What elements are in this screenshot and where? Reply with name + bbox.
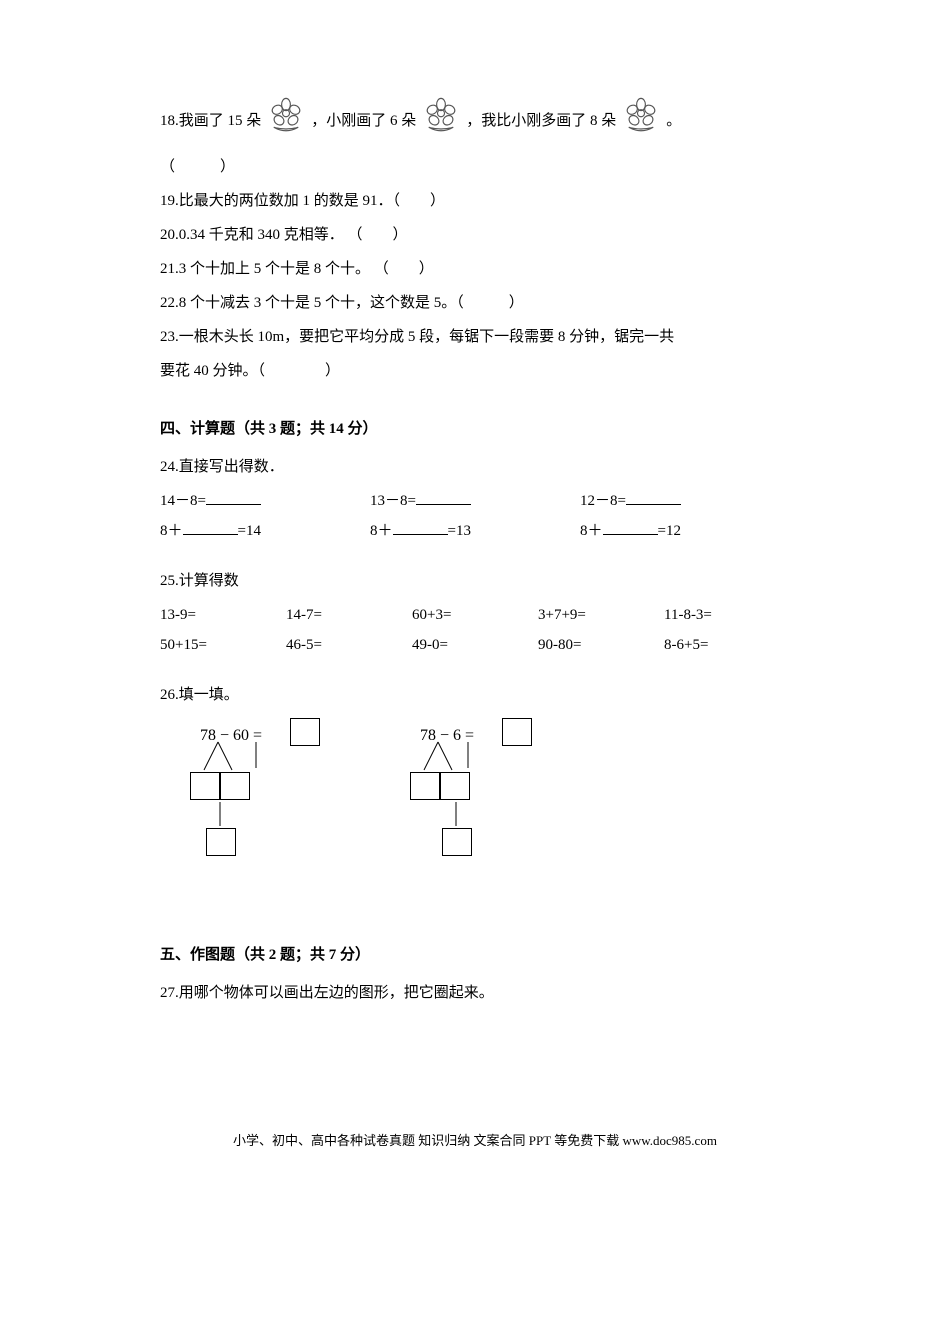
blank	[393, 519, 448, 535]
q24-row1: 14－8= 13－8= 12－8=	[160, 486, 790, 516]
blank	[603, 519, 658, 535]
q24-r2c3: 8＋ =12	[580, 516, 790, 546]
q25-row2: 50+15= 46-5= 49-0= 90-80= 8-6+5=	[160, 630, 790, 660]
q25-r2c3: 49-0=	[412, 630, 538, 660]
expr: 8＋	[160, 523, 183, 539]
q25-title: 25.计算得数	[160, 566, 790, 596]
expr: 8＋	[370, 523, 393, 539]
q24-r1c3: 12－8=	[580, 486, 790, 516]
split-box	[440, 772, 470, 800]
expr: 13－8=	[370, 493, 416, 509]
q25-r1c4: 3+7+9=	[538, 600, 664, 630]
q25-r1c2: 14-7=	[286, 600, 412, 630]
question-23a: 23.一根木头长 10m，要把它平均分成 5 段，每锯下一段需要 8 分钟，锯完…	[160, 322, 790, 352]
diagram-1: 78 − 60 =	[190, 720, 350, 880]
split-box	[410, 772, 440, 800]
expr: 8＋	[580, 523, 603, 539]
expr2: =12	[658, 523, 681, 539]
q25-r1c1: 13-9=	[160, 600, 286, 630]
q18-text-3: ，我比小刚多画了 8 朵	[466, 106, 616, 136]
q24-title: 24.直接写出得数．	[160, 452, 790, 482]
q24-r1c1: 14－8=	[160, 486, 370, 516]
q24-row2: 8＋ =14 8＋ =13 8＋ =12	[160, 516, 790, 546]
q18-text-4: 。	[666, 106, 681, 136]
question-20: 20.0.34 千克和 340 克相等． （ ）	[160, 220, 790, 250]
q25-r2c2: 46-5=	[286, 630, 412, 660]
q24-r2c2: 8＋ =13	[370, 516, 580, 546]
result-box-2	[442, 828, 472, 856]
expr: 12－8=	[580, 493, 626, 509]
q24-r1c2: 13－8=	[370, 486, 580, 516]
page-footer: 小学、初中、高中各种试卷真题 知识归纳 文案合同 PPT 等免费下载 www.d…	[160, 1128, 790, 1154]
q18-text-1: 18.我画了 15 朵	[160, 106, 261, 136]
question-23b: 要花 40 分钟。（ ）	[160, 356, 790, 386]
flower-icon	[265, 94, 307, 136]
expr2: =13	[448, 523, 471, 539]
q24-r2c1: 8＋ =14	[160, 516, 370, 546]
q25-r1c5: 11-8-3=	[664, 600, 790, 630]
blank	[206, 489, 261, 505]
blank	[626, 489, 681, 505]
flower-icon	[420, 94, 462, 136]
diagram-2: 78 − 6 =	[410, 720, 570, 880]
expr2: =14	[238, 523, 261, 539]
split-box	[190, 772, 220, 800]
q18-text-2: ，小刚画了 6 朵	[311, 106, 416, 136]
q25-row1: 13-9= 14-7= 60+3= 3+7+9= 11-8-3=	[160, 600, 790, 630]
question-18: 18.我画了 15 朵 ，小刚画了 6 朵	[160, 94, 790, 136]
question-21: 21.3 个十加上 5 个十是 8 个十。 （ ）	[160, 254, 790, 284]
blank	[416, 489, 471, 505]
question-22: 22.8 个十减去 3 个十是 5 个十，这个数是 5。（ ）	[160, 288, 790, 318]
section-4-title: 四、计算题（共 3 题；共 14 分）	[160, 414, 790, 444]
result-box-2	[206, 828, 236, 856]
split-lines-icon	[410, 720, 570, 880]
q25-r1c3: 60+3=	[412, 600, 538, 630]
split-box	[220, 772, 250, 800]
section-5-title: 五、作图题（共 2 题；共 7 分）	[160, 940, 790, 970]
question-19: 19.比最大的两位数加 1 的数是 91．（ ）	[160, 186, 790, 216]
flower-icon	[620, 94, 662, 136]
split-lines-icon	[190, 720, 350, 880]
q26-title: 26.填一填。	[160, 680, 790, 710]
q18-blank: （ ）	[160, 152, 790, 182]
q26-diagrams: 78 − 60 = 78 − 6 =	[190, 720, 790, 880]
q25-r2c5: 8-6+5=	[664, 630, 790, 660]
q25-r2c1: 50+15=	[160, 630, 286, 660]
expr: 14－8=	[160, 493, 206, 509]
blank	[183, 519, 238, 535]
question-27: 27.用哪个物体可以画出左边的图形，把它圈起来。	[160, 978, 790, 1008]
q25-r2c4: 90-80=	[538, 630, 664, 660]
